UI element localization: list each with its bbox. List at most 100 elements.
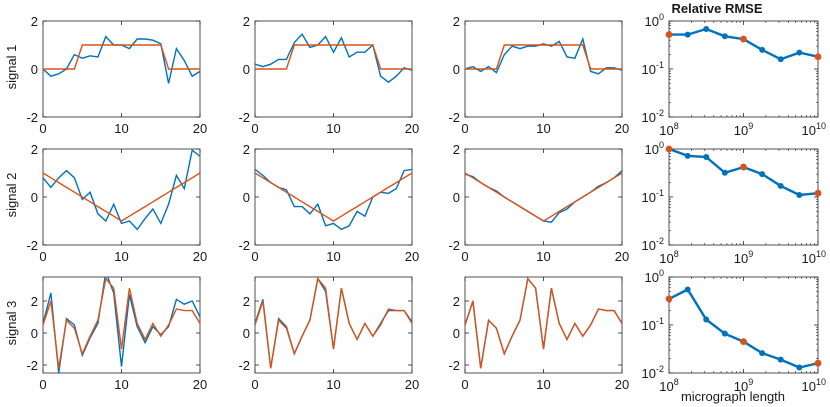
y-tick-label: 2 <box>453 294 460 309</box>
y-tick-label: 0 <box>243 326 250 341</box>
true-signal-line <box>43 277 200 369</box>
x-tick-label: 20 <box>405 377 419 392</box>
y-tick-label: -2 <box>448 110 460 125</box>
y-tick-label: 100 <box>645 12 664 29</box>
panel-r1-c4: 108 109 1010 10-2 10-1 100 <box>642 12 826 138</box>
x-tick-label: 0 <box>251 249 258 264</box>
y-tick-label: -2 <box>26 238 38 253</box>
panel-r3-c3: 0 10 20-202 <box>448 276 629 392</box>
x-tick-label: 109 <box>734 249 753 266</box>
true-signal-line <box>255 44 412 70</box>
y-tick-label: 0 <box>31 190 38 205</box>
y-tick-label: 100 <box>645 140 664 157</box>
axes-box <box>668 148 819 246</box>
rmse-highlight-point <box>665 145 673 153</box>
y-tick-label: 2 <box>31 294 38 309</box>
x-tick-label: 0 <box>461 121 468 136</box>
axes-box <box>254 276 413 374</box>
panel-r2-c1: 0 10 20-202 <box>26 142 207 264</box>
rmse-point <box>703 316 710 323</box>
rmse-point <box>796 49 803 56</box>
panel-r2-c3: 0 10 20-202 <box>448 142 629 264</box>
rmse-highlight-point <box>740 35 747 43</box>
y-tick-label: 10-2 <box>642 364 664 381</box>
rmse-point <box>759 46 766 53</box>
panel-r3-c1: 0 10 20-202 <box>26 276 207 392</box>
panel-r2-c2: 0 10 20-202 <box>238 142 419 264</box>
y-tick-label: 0 <box>31 62 38 77</box>
rmse-highlight-point <box>814 359 822 367</box>
rmse-point <box>759 171 766 178</box>
estimated-signal-line <box>43 149 200 231</box>
x-tick-label: 10 <box>114 377 128 392</box>
x-tick-label: 20 <box>193 121 207 136</box>
y-tick-label: -2 <box>238 238 250 253</box>
axes-box <box>464 148 623 246</box>
rmse-point <box>777 356 784 363</box>
axes-box <box>668 276 819 374</box>
y-tick-label: -2 <box>238 110 250 125</box>
y-tick-label: -2 <box>448 358 460 373</box>
x-tick-label: 0 <box>461 377 468 392</box>
true-signal-line <box>465 172 622 222</box>
rmse-highlight-point <box>665 31 673 39</box>
axes-box <box>42 276 201 374</box>
panel-r1-c1: 0 10 20-202 <box>26 14 207 136</box>
x-tick-label: 10 <box>114 121 128 136</box>
rmse-highlight-point <box>740 338 747 346</box>
y-tick-label: -2 <box>238 358 250 373</box>
row-label-signal-2: signal 2 <box>4 173 19 218</box>
x-tick-label: 1010 <box>802 377 826 394</box>
rmse-point <box>796 192 803 199</box>
rmse-point <box>777 56 784 63</box>
axes-box <box>42 148 201 246</box>
y-tick-label: 2 <box>243 142 250 157</box>
true-signal-line <box>465 44 622 70</box>
x-tick-label: 10 <box>326 377 340 392</box>
x-tick-label: 0 <box>251 121 258 136</box>
y-tick-label: 10-2 <box>642 108 664 125</box>
x-tick-label: 108 <box>659 249 678 266</box>
axes-box <box>254 148 413 246</box>
true-signal-line <box>43 172 200 222</box>
y-tick-label: 2 <box>243 14 250 29</box>
rmse-point <box>796 364 803 371</box>
x-tick-label: 10 <box>536 377 550 392</box>
rmse-point <box>684 286 691 293</box>
x-tick-label: 20 <box>193 377 207 392</box>
true-signal-line <box>255 172 412 222</box>
y-tick-label: 100 <box>645 268 664 285</box>
rmse-point <box>684 152 691 159</box>
x-tick-label: 20 <box>193 249 207 264</box>
x-tick-label: 10 <box>326 249 340 264</box>
rmse-point <box>721 169 728 176</box>
y-tick-label: 0 <box>243 62 250 77</box>
panel-r3-c2: 0 10 20-202 <box>238 276 419 392</box>
estimated-signal-line <box>255 33 412 84</box>
x-tick-label: 0 <box>39 249 46 264</box>
estimated-signal-line <box>43 277 200 373</box>
x-tick-label: 108 <box>659 377 678 394</box>
true-signal-line <box>465 277 622 369</box>
axes-box <box>464 276 623 374</box>
x-tick-label: 20 <box>405 249 419 264</box>
rmse-point <box>721 33 728 40</box>
y-tick-label: 0 <box>453 326 460 341</box>
x-tick-label: 109 <box>734 377 753 394</box>
rmse-point <box>759 350 766 357</box>
rmse-point <box>703 154 710 161</box>
y-tick-label: 10-1 <box>642 60 664 77</box>
y-tick-label: 0 <box>453 190 460 205</box>
rmse-x-axis-label: micrograph length <box>681 389 785 404</box>
x-tick-label: 1010 <box>802 249 826 266</box>
panel-r1-c2: 0 10 20-202 <box>238 14 419 136</box>
rmse-point <box>721 330 728 337</box>
x-tick-label: 0 <box>461 249 468 264</box>
x-tick-label: 10 <box>114 249 128 264</box>
panel-r2-c4: 108 109 1010 10-2 10-1 100 <box>642 140 826 266</box>
x-tick-label: 108 <box>659 121 678 138</box>
y-tick-label: -2 <box>26 358 38 373</box>
x-tick-label: 10 <box>326 121 340 136</box>
y-tick-label: 2 <box>31 142 38 157</box>
